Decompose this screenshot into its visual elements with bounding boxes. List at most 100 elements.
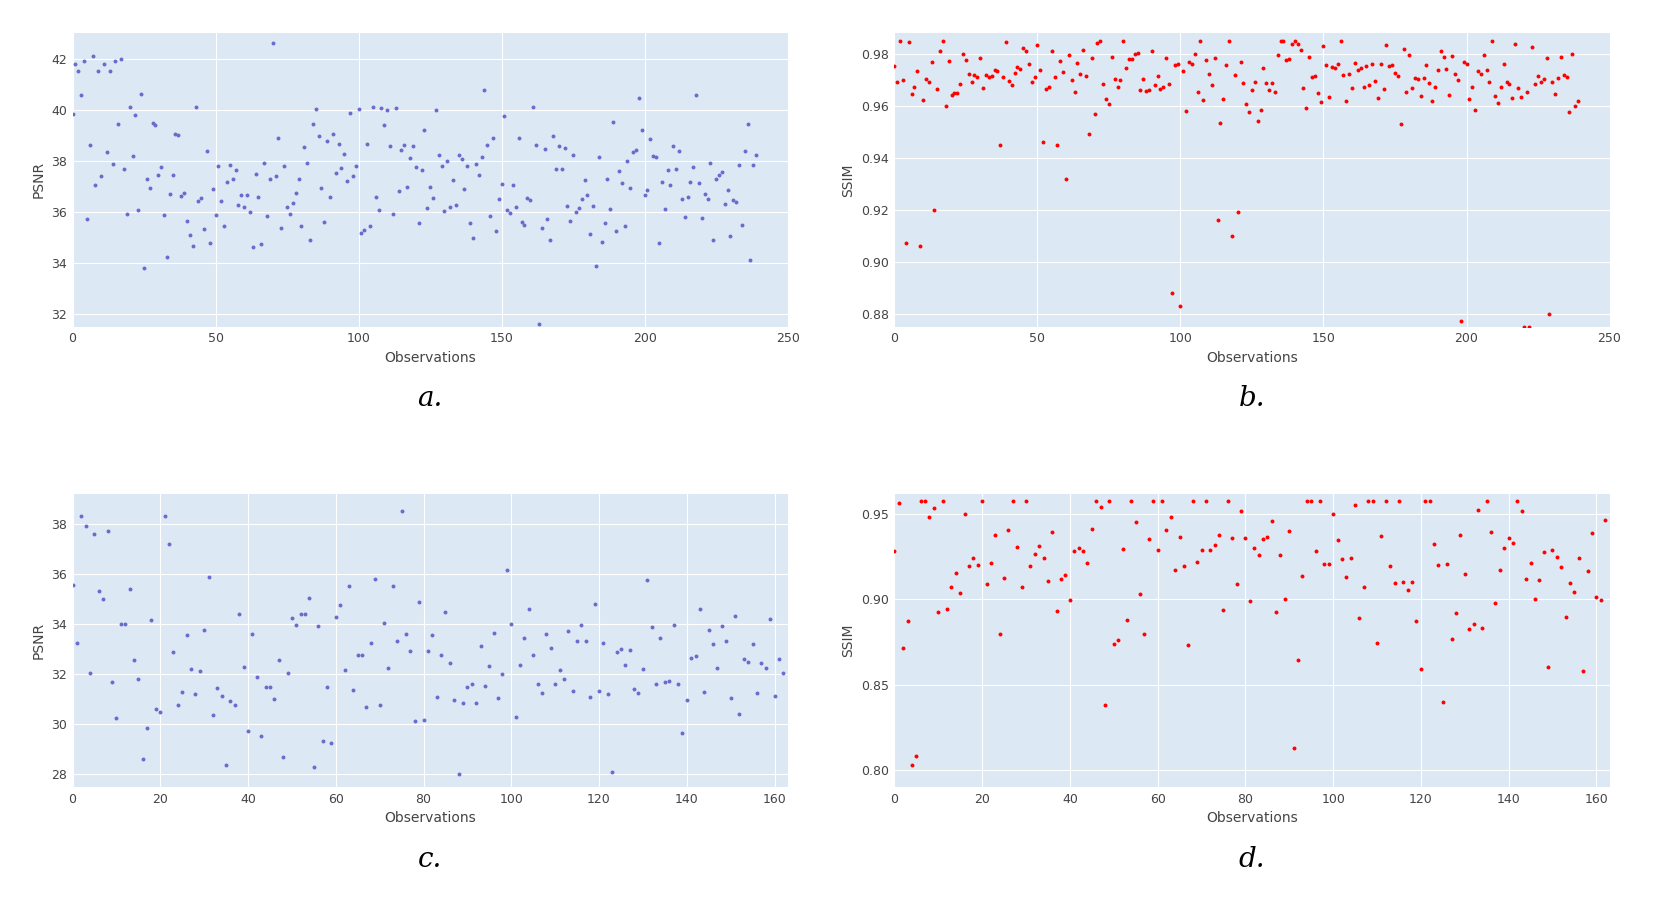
Point [83, 178, 109, 192]
Point [1124, 46, 1150, 60]
Point [699, 636, 726, 650]
Point [663, 162, 689, 177]
Point [1450, 55, 1476, 69]
Point [888, 34, 914, 48]
Point [1074, 555, 1101, 569]
Point [1210, 92, 1236, 107]
Point [248, 729, 274, 743]
Point [169, 685, 195, 700]
Point [1562, 98, 1589, 113]
Point [1559, 46, 1585, 61]
Point [494, 202, 521, 217]
Point [294, 156, 321, 170]
Point [466, 168, 493, 182]
Point [638, 619, 665, 634]
Point [514, 190, 541, 205]
Point [967, 51, 993, 66]
Point [545, 138, 572, 153]
Point [1579, 526, 1605, 540]
Point [230, 660, 256, 674]
Point [1531, 71, 1557, 86]
Y-axis label: SSIM: SSIM [841, 624, 855, 657]
Point [648, 630, 674, 645]
Point [952, 53, 979, 67]
Point [357, 219, 383, 233]
Point [912, 493, 939, 507]
Point [1417, 76, 1443, 90]
Point [1202, 537, 1228, 552]
Point [139, 115, 165, 129]
Point [448, 152, 474, 167]
Point [362, 572, 388, 587]
Point [1271, 592, 1298, 607]
Point [964, 558, 990, 572]
Point [537, 641, 564, 656]
Point [1058, 73, 1084, 87]
Point [1460, 617, 1486, 631]
Point [1045, 138, 1071, 152]
Point [1050, 65, 1076, 79]
Point [1048, 572, 1074, 587]
Point [354, 700, 380, 714]
Point [217, 694, 243, 709]
Point [635, 573, 661, 588]
Point [1491, 56, 1517, 71]
Point [969, 493, 995, 507]
Point [686, 176, 712, 190]
Point [608, 176, 635, 190]
Point [202, 208, 228, 222]
Point [1174, 104, 1200, 118]
Point [1425, 558, 1451, 572]
Point [1018, 75, 1045, 89]
Point [71, 54, 98, 68]
Point [484, 691, 511, 705]
Point [1374, 37, 1400, 52]
Point [1013, 493, 1040, 507]
Point [293, 607, 319, 621]
Point [1170, 64, 1197, 78]
Point [1397, 47, 1423, 62]
Point [317, 189, 344, 204]
Point [1218, 229, 1245, 243]
Point [403, 159, 430, 174]
Point [717, 691, 744, 706]
Point [1144, 543, 1170, 558]
Point [99, 157, 126, 171]
Point [1473, 63, 1499, 77]
Point [669, 726, 696, 741]
Point [349, 225, 375, 240]
Point [134, 721, 160, 735]
Point [1273, 53, 1299, 67]
Point [665, 677, 691, 691]
Point [1536, 660, 1562, 674]
Point [341, 683, 367, 698]
Point [588, 235, 615, 250]
Point [1511, 319, 1537, 333]
Point [704, 660, 731, 675]
Point [383, 634, 410, 649]
Point [491, 108, 517, 123]
Point [415, 644, 441, 659]
Point [306, 128, 332, 143]
Point [678, 650, 704, 665]
Point [116, 581, 142, 596]
Point [534, 627, 560, 641]
Point [660, 139, 686, 154]
Point [698, 156, 724, 170]
Point [319, 128, 345, 142]
Point [1022, 69, 1048, 84]
Point [1061, 85, 1088, 99]
Point [1061, 544, 1088, 558]
Point [714, 183, 741, 198]
Point [674, 189, 701, 204]
Point [147, 705, 174, 720]
Point [1471, 48, 1498, 63]
Point [1557, 576, 1584, 590]
Point [354, 137, 380, 151]
Point [1504, 80, 1531, 95]
Point [478, 209, 504, 223]
Point [1043, 603, 1069, 618]
Point [907, 493, 934, 507]
Point [1524, 68, 1551, 83]
Point [995, 522, 1022, 537]
